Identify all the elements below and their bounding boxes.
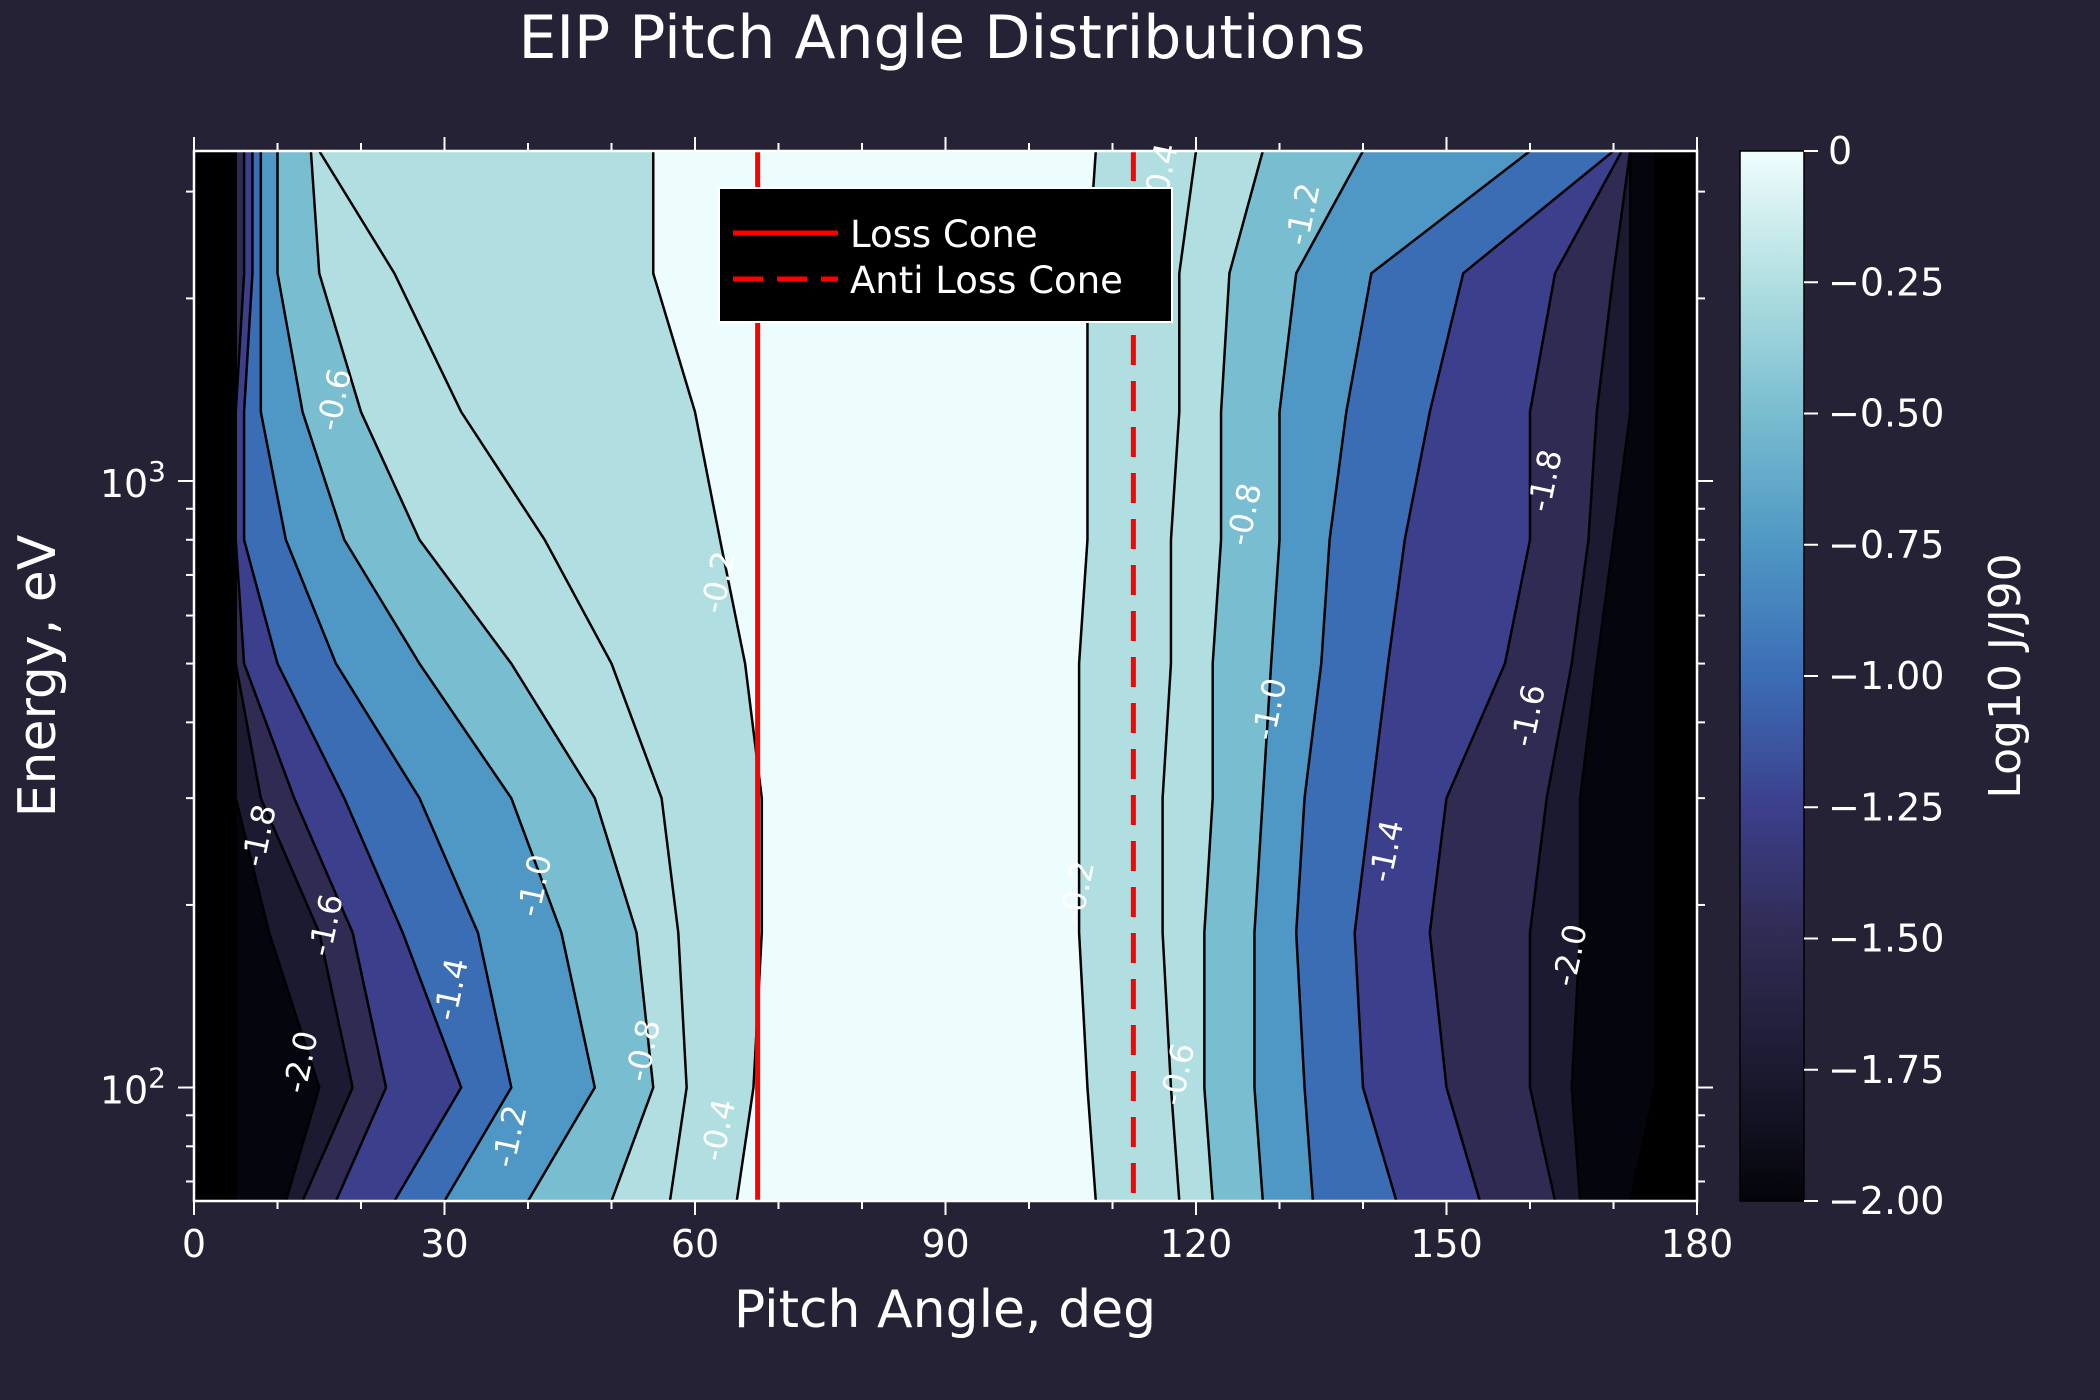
contour-line-left--0.6 [309,151,655,1201]
x-tick-label: 60 [671,1222,719,1266]
contour-line-left--0.4 [318,151,688,1201]
colorbar-tick-label: −1.50 [1828,917,1944,961]
colorbar-tick-label: −2.00 [1828,1179,1944,1223]
axis-ticks: 0 30 60 90 120 150 180 103 102 [100,137,1733,1266]
contour-line-right--0.8 [1253,151,1365,1201]
x-tick-label: 120 [1160,1222,1233,1266]
x-tick-label: 30 [420,1222,468,1266]
contour-line-left--1.4 [234,151,388,1201]
contour-lines [234,151,1657,1201]
contour-fills [194,151,1697,1201]
x-tick-label: 90 [921,1222,969,1266]
reference-lines [755,151,1136,1201]
contour-line-right--1.6 [1528,151,1632,1201]
colorbar-tick-label: 0 [1828,129,1852,173]
colorbar-tick-label: −0.25 [1828,260,1944,304]
contour-line-right--2.0 [1628,151,1657,1201]
colorbar: 0 −0.25 −0.50 −0.75 −1.00 −1.25 −1.50 −1.75 −2.0… [1739,129,2031,1223]
colorbar-tick-label: −1.00 [1828,654,1944,698]
legend-loss-cone-label: Loss Cone [850,213,1038,256]
chart-title: EIP Pitch Angle Distributions [518,3,1365,73]
legend-anti-loss-cone-label: Anti Loss Cone [850,259,1123,302]
contour-line-right--1.4 [1428,151,1623,1201]
contour-line-right--1.2 [1353,151,1615,1201]
contour-line-right--1.8 [1570,151,1632,1201]
colorbar-label: Log10 J/J90 [1980,553,2031,798]
y-tick-label: 102 [100,1062,166,1113]
contour-line-left--1.2 [242,151,463,1201]
x-tick-label: 150 [1410,1222,1483,1266]
legend-box [718,187,1173,323]
colorbar-tick-label: −0.50 [1828,392,1944,436]
contour-line-right--1.0 [1294,151,1531,1201]
colorbar-tick-label: −1.75 [1828,1048,1944,1092]
colorbar-tick-label: −0.75 [1828,523,1944,567]
x-axis-label: Pitch Angle, deg [734,1280,1156,1340]
plot-area: -2.0-1.8-1.6-1.4-1.2-1.0-0.8-0.6-0.4-0.2… [100,137,1733,1266]
x-tick-label: 180 [1661,1222,1734,1266]
legend: Loss Cone Anti Loss Cone [718,187,1173,323]
contour-line-right--0.6 [1203,151,1265,1201]
contour-line-left--1.0 [259,151,513,1201]
y-axis-label: Energy, eV [8,534,68,817]
colorbar-gradient [1740,151,1804,1201]
colorbar-tick-label: −1.25 [1828,785,1944,829]
x-tick-label: 0 [182,1222,206,1266]
contour-line-left--0.8 [276,151,597,1201]
contour-line-left--1.6 [234,151,354,1201]
contour-fill-top--0.2 [653,151,1096,1201]
y-tick-label: 103 [100,455,166,506]
contour-line-right--0.4 [1161,151,1198,1201]
colorbar-ticks: 0 −0.25 −0.50 −0.75 −1.00 −1.25 −1.50 −1.75 −2.0… [1804,129,1944,1223]
